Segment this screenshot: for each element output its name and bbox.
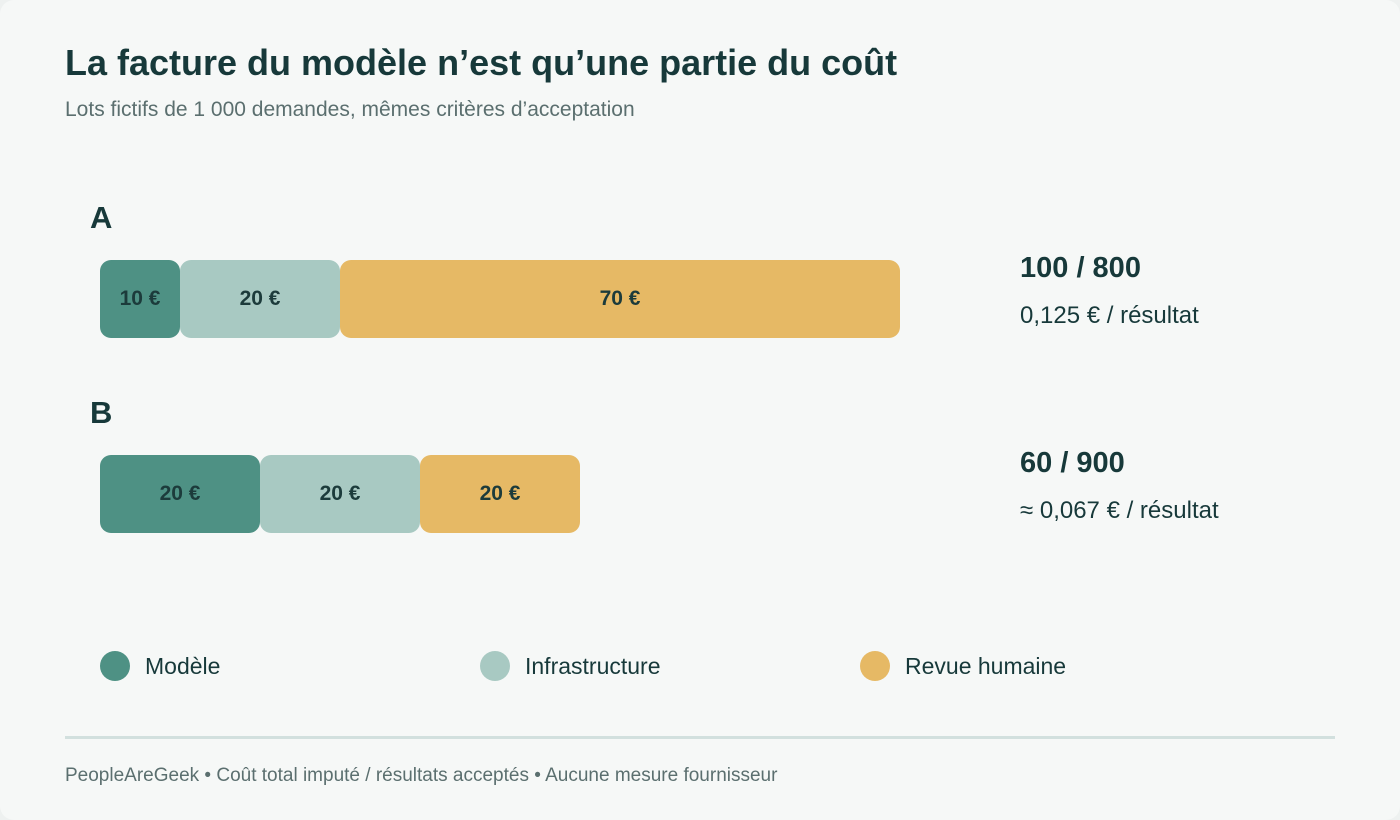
bar-segment-b-modele: 20 €: [100, 455, 260, 533]
data-label: 10 €: [119, 287, 161, 310]
bar-row-a: 10 € 20 € 70 €: [100, 260, 900, 338]
legend-label: Infrastructure: [525, 652, 661, 679]
ratio-a: 100 / 800: [1020, 252, 1141, 284]
chart-title: La facture du modèle n’est qu’une partie…: [65, 42, 898, 83]
legend-swatch-revue-humaine: [860, 651, 890, 681]
legend-item-revue-humaine: Revue humaine: [860, 650, 1066, 682]
data-label: 20 €: [319, 482, 361, 505]
data-label: 20 €: [239, 287, 281, 310]
bar-row-b: 20 € 20 € 20 €: [100, 455, 580, 533]
row-label-a: A: [90, 200, 113, 235]
legend-label: Modèle: [145, 652, 221, 679]
per-result-a: 0,125 € / résultat: [1020, 302, 1199, 329]
per-result-b: ≈ 0,067 € / résultat: [1020, 497, 1219, 524]
chart-footer: PeopleAreGeek • Coût total imputé / résu…: [65, 765, 778, 786]
legend-label: Revue humaine: [905, 652, 1067, 679]
data-label: 20 €: [479, 482, 521, 505]
bar-segment-a-infrastructure: 20 €: [180, 260, 340, 338]
row-label-b: B: [90, 395, 113, 430]
data-label: 70 €: [599, 287, 641, 310]
footer-divider: [65, 736, 1335, 739]
bar-segment-a-modele: 10 €: [100, 260, 180, 338]
bar-segment-b-infrastructure: 20 €: [260, 455, 420, 533]
bar-segment-a-revue-humaine: 70 €: [340, 260, 900, 338]
legend-swatch-infrastructure: [480, 651, 510, 681]
legend-item-modele: Modèle: [100, 650, 220, 682]
legend-swatch-modele: [100, 651, 130, 681]
ratio-b: 60 / 900: [1020, 447, 1125, 479]
chart-subtitle: Lots fictifs de 1 000 demandes, mêmes cr…: [65, 98, 635, 121]
data-label: 20 €: [159, 482, 201, 505]
bar-segment-b-revue-humaine: 20 €: [420, 455, 580, 533]
legend-item-infrastructure: Infrastructure: [480, 650, 661, 682]
